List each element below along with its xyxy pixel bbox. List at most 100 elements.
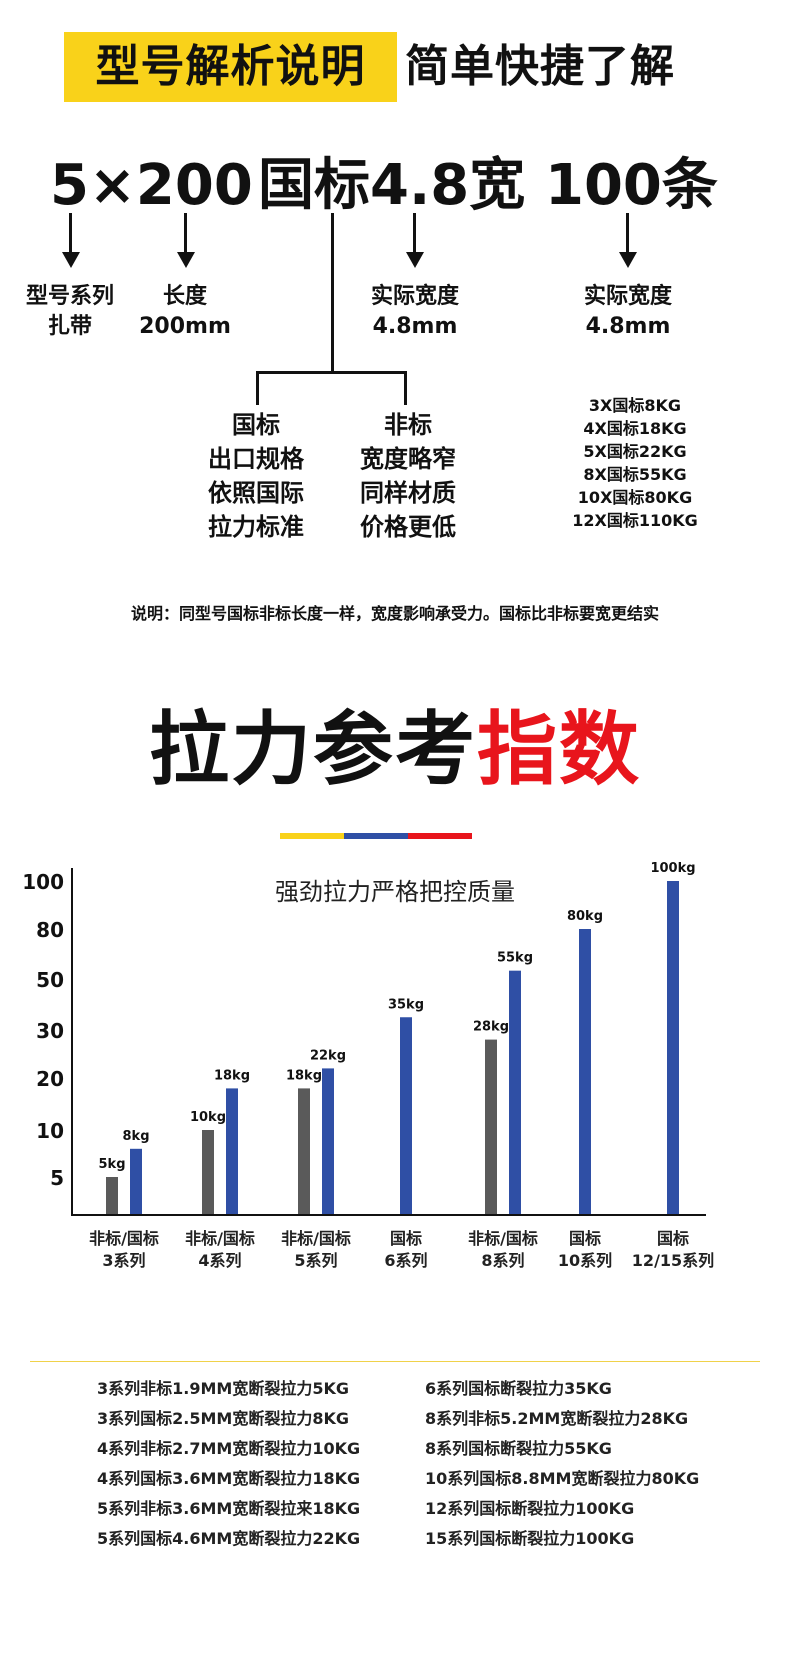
- spec-list-item: 5系列国标4.6MM宽断裂拉力22KG: [97, 1529, 361, 1548]
- pull-force-chart: 100805030201055kg8kg非标/国标3系列10kg18kg非标/国…: [22, 861, 714, 1270]
- strength-spec-item: 5X国标22KG: [583, 442, 687, 461]
- strength-spec-list: 3X国标8KG 4X国标18KG 5X国标22KG 8X国标55KG 10X国标…: [560, 394, 710, 532]
- chart-x-tick-label: 10系列: [558, 1251, 612, 1270]
- chart-x-tick-label: 非标/国标: [185, 1229, 255, 1248]
- spec-list-item: 3系列国标2.5MM宽断裂拉力8KG: [97, 1409, 349, 1428]
- chart-bar: [106, 1177, 118, 1214]
- chart-data-label: 28kg: [473, 1020, 509, 1035]
- label-width-b-line1: 实际宽度: [583, 284, 672, 309]
- strength-spec-item: 3X国标8KG: [588, 396, 682, 415]
- national-line: 出口规格: [208, 445, 304, 473]
- arrow-line-length: [184, 213, 187, 253]
- chart-bar: [226, 1088, 238, 1214]
- stripe-blue: [344, 833, 408, 839]
- chart-bar: [667, 881, 679, 1214]
- chart-data-label: 10kg: [190, 1110, 226, 1125]
- chart-bar: [579, 929, 591, 1214]
- bracket-stem: [331, 213, 334, 373]
- chart-y-tick-label: 100: [22, 870, 64, 894]
- chart-x-tick-label: 5系列: [294, 1251, 337, 1270]
- chart-bar: [130, 1148, 142, 1214]
- model-part-standard: 国标4.8宽: [258, 153, 526, 218]
- spec-list-item: 15系列国标断裂拉力100KG: [425, 1529, 635, 1548]
- header-title-left: 型号解析说明: [95, 41, 366, 92]
- divider-line: [30, 1361, 760, 1362]
- label-length-line1: 长度: [162, 284, 207, 309]
- chart-data-label: 8kg: [123, 1129, 150, 1144]
- label-width-a-line1: 实际宽度: [370, 284, 459, 309]
- national-standard-desc: 国标 出口规格 依照国际 拉力标准: [190, 408, 322, 544]
- arrow-down-icon: [406, 252, 424, 268]
- national-line: 依照国际: [208, 479, 304, 507]
- spec-list-left: 3系列非标1.9MM宽断裂拉力5KG 3系列国标2.5MM宽断裂拉力8KG 4系…: [97, 1374, 417, 1554]
- chart-data-label: 18kg: [286, 1068, 322, 1083]
- chart-bar: [400, 1017, 412, 1214]
- spec-list-item: 4系列非标2.7MM宽断裂拉力10KG: [97, 1439, 361, 1458]
- label-width-a: 实际宽度 4.8mm: [350, 282, 480, 342]
- model-part-quantity: 100条: [545, 153, 718, 218]
- non-standard-line: 价格更低: [360, 513, 456, 541]
- label-length-line2: 200mm: [139, 314, 231, 339]
- chart-x-tick-label: 国标: [390, 1229, 422, 1248]
- chart-data-label: 22kg: [310, 1048, 346, 1063]
- strength-spec-item: 8X国标55KG: [583, 465, 687, 484]
- chart-bar: [298, 1088, 310, 1214]
- spec-list-item: 10系列国标8.8MM宽断裂拉力80KG: [425, 1469, 700, 1488]
- section-title: 拉力参考指数: [0, 700, 790, 800]
- chart-y-tick-label: 10: [36, 1119, 64, 1143]
- national-line: 国标: [232, 411, 280, 439]
- bracket-left-leg: [256, 371, 259, 405]
- national-line: 拉力标准: [208, 513, 304, 541]
- bracket-bar: [256, 371, 407, 374]
- label-width-a-line2: 4.8mm: [372, 314, 458, 339]
- section-title-red: 指数: [477, 703, 641, 796]
- arrow-line-quantity: [626, 213, 629, 253]
- chart-data-label: 35kg: [388, 997, 424, 1012]
- chart-y-tick-label: 50: [36, 968, 64, 992]
- header-title-right: 简单快捷了解: [405, 41, 675, 92]
- chart-x-tick-label: 4系列: [198, 1251, 241, 1270]
- non-standard-line: 非标: [384, 411, 432, 439]
- spec-list-item: 12系列国标断裂拉力100KG: [425, 1499, 635, 1518]
- arrow-down-icon: [62, 252, 80, 268]
- chart-x-tick-label: 非标/国标: [468, 1229, 538, 1248]
- spec-list-right: 6系列国标断裂拉力35KG 8系列非标5.2MM宽断裂拉力28KG 8系列国标断…: [425, 1374, 745, 1554]
- chart-bar: [202, 1130, 214, 1214]
- non-standard-line: 同样材质: [360, 479, 456, 507]
- strength-spec-item: 12X国标110KG: [572, 511, 698, 530]
- arrow-line-series: [69, 213, 72, 253]
- chart-bar: [509, 970, 521, 1214]
- spec-list-item: 3系列非标1.9MM宽断裂拉力5KG: [97, 1379, 349, 1398]
- spec-list-item: 8系列国标断裂拉力55KG: [425, 1439, 612, 1458]
- strength-spec-item: 10X国标80KG: [577, 488, 693, 507]
- label-series-line1: 型号系列: [25, 284, 114, 309]
- label-series: 型号系列 扎带: [10, 282, 130, 342]
- chart-data-label: 100kg: [650, 861, 695, 876]
- non-standard-desc: 非标 宽度略窄 同样材质 价格更低: [342, 408, 474, 544]
- explanation-note: 说明：同型号国标非标长度一样，宽度影响承受力。国标比非标要宽更结实: [130, 604, 659, 623]
- arrow-down-icon: [619, 252, 637, 268]
- spec-list-item: 4系列国标3.6MM宽断裂拉力18KG: [97, 1469, 361, 1488]
- chart-x-tick-label: 国标: [657, 1229, 689, 1248]
- label-length: 长度 200mm: [125, 282, 245, 342]
- chart-y-tick-label: 20: [36, 1067, 64, 1091]
- label-width-b-line2: 4.8mm: [585, 314, 671, 339]
- strength-spec-item: 4X国标18KG: [583, 419, 687, 438]
- chart-y-tick-label: 5: [50, 1166, 64, 1190]
- arrow-line-width: [413, 213, 416, 253]
- label-series-line2: 扎带: [47, 314, 92, 339]
- chart-y-tick-label: 30: [36, 1019, 64, 1043]
- spec-list-item: 5系列非标3.6MM宽断裂拉来18KG: [97, 1499, 361, 1518]
- chart-x-tick-label: 8系列: [481, 1251, 524, 1270]
- chart-data-label: 55kg: [497, 951, 533, 966]
- chart-x-tick-label: 3系列: [102, 1251, 145, 1270]
- stripe-yellow: [280, 833, 344, 839]
- chart-x-tick-label: 非标/国标: [89, 1229, 159, 1248]
- chart-y-tick-label: 80: [36, 918, 64, 942]
- non-standard-line: 宽度略窄: [360, 445, 456, 473]
- arrow-down-icon: [177, 252, 195, 268]
- chart-x-tick-label: 6系列: [384, 1251, 427, 1270]
- chart-bar: [322, 1068, 334, 1214]
- chart-data-label: 5kg: [99, 1157, 126, 1172]
- model-part-size: 5×200: [50, 153, 253, 218]
